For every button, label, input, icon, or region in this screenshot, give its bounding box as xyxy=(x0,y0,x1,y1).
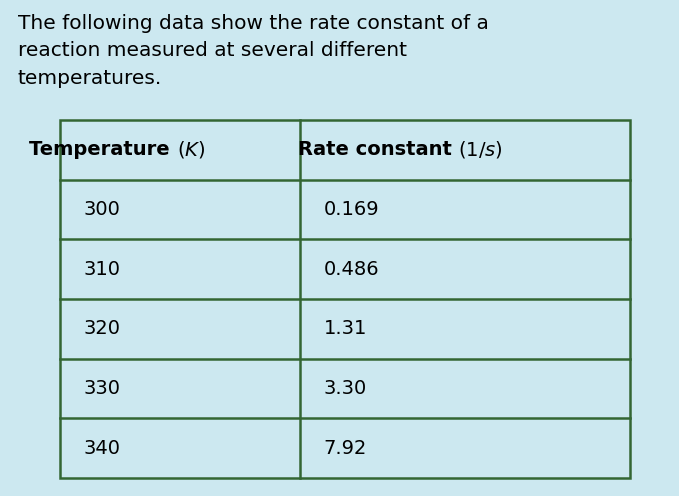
Text: 330: 330 xyxy=(84,379,121,398)
Text: 340: 340 xyxy=(84,438,121,458)
Text: $(1/s)$: $(1/s)$ xyxy=(458,139,503,160)
Text: The following data show the rate constant of a
reaction measured at several diff: The following data show the rate constan… xyxy=(18,14,489,87)
Text: Temperature: Temperature xyxy=(29,140,177,159)
Text: 1.31: 1.31 xyxy=(324,319,367,338)
Text: 320: 320 xyxy=(84,319,121,338)
Text: Rate constant: Rate constant xyxy=(297,140,458,159)
Text: 0.486: 0.486 xyxy=(324,260,380,279)
Text: 310: 310 xyxy=(84,260,121,279)
Text: 3.30: 3.30 xyxy=(324,379,367,398)
Text: 7.92: 7.92 xyxy=(324,438,367,458)
Text: 300: 300 xyxy=(84,200,121,219)
Text: $(K)$: $(K)$ xyxy=(177,139,205,160)
Text: 0.169: 0.169 xyxy=(324,200,380,219)
